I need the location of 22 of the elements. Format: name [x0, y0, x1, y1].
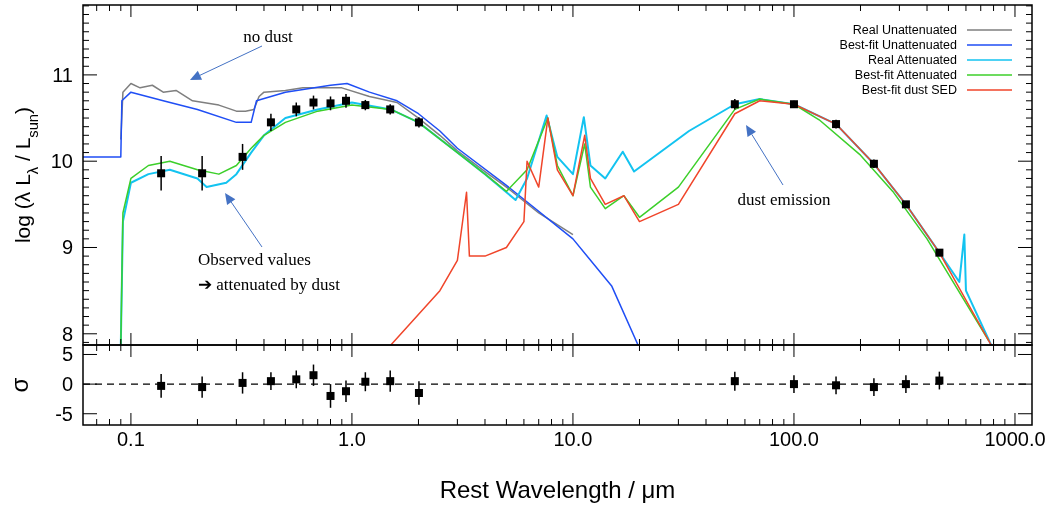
y-tick-label: 8 [61, 322, 73, 345]
annotation: dust emission [737, 190, 832, 209]
x-tick-label: 100.0 [768, 428, 819, 450]
annotation: no dust [243, 27, 294, 46]
x-tick-label: 10.0 [553, 428, 593, 450]
legend-label: Real Unattenuated [852, 23, 958, 37]
legend-label: Best-fit dust SED [861, 83, 957, 97]
x-axis-title: Rest Wavelength / μm [439, 476, 676, 503]
x-tick-label: 1.0 [338, 428, 366, 450]
y-tick-label: 0 [61, 373, 73, 396]
y-axis-title: σ [6, 377, 33, 393]
legend-label: Real Attenuated [868, 53, 958, 67]
annotation: Observed values ➔ attenuated by dust [198, 250, 341, 294]
y-tick-label: 10 [50, 150, 73, 173]
y-tick-label: 5 [61, 343, 73, 366]
legend-label: Best-fit Unattenuated [839, 38, 958, 52]
x-tick-label: 1000.0 [984, 428, 1046, 450]
y-tick-label: -5 [55, 402, 73, 425]
x-tick-label: 0.1 [117, 428, 145, 450]
legend-label: Best-fit Attenuated [854, 68, 958, 82]
y-tick-label: 9 [61, 236, 73, 259]
y-tick-label: 11 [52, 63, 73, 86]
